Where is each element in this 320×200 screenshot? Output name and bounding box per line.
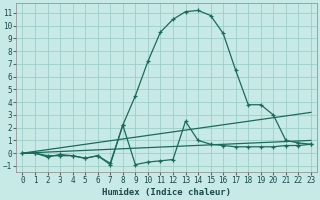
- X-axis label: Humidex (Indice chaleur): Humidex (Indice chaleur): [102, 188, 231, 197]
